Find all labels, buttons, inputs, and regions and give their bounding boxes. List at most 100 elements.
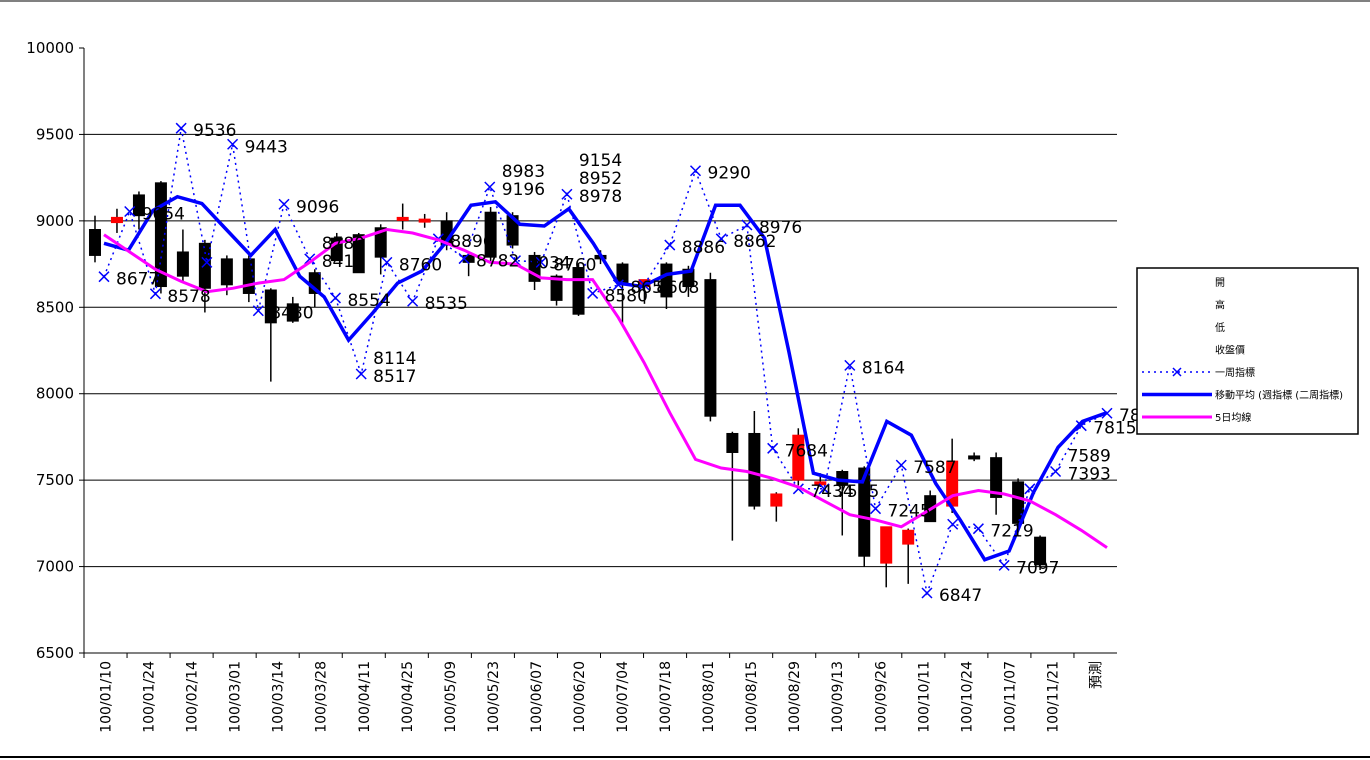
legend-label: 低 <box>1215 321 1225 334</box>
x-tick-label: 100/10/11 <box>916 661 932 733</box>
candle-body <box>330 237 343 262</box>
x-marker <box>124 205 136 218</box>
data-label: 8862 <box>733 232 776 252</box>
x-marker <box>921 587 933 599</box>
candle-body <box>132 194 145 217</box>
data-label: 8580 <box>605 286 648 306</box>
candle-body <box>902 529 915 545</box>
data-label: 8978 <box>579 187 622 207</box>
data-label: 9443 <box>245 137 288 157</box>
data-label: 9290 <box>708 164 751 184</box>
x-tick-label: 100/11/21 <box>1045 661 1061 733</box>
data-label: 7587 <box>913 458 956 478</box>
x-marker <box>278 198 290 210</box>
legend-x-marker <box>1172 367 1182 377</box>
gridlines <box>84 133 1117 568</box>
x-tick-label: 100/10/24 <box>959 661 975 733</box>
data-label: 9034 <box>527 254 570 274</box>
x-marker <box>895 459 907 471</box>
candle-body <box>286 303 299 322</box>
data-label: 7393 <box>1068 465 1111 485</box>
data-label: 7219 <box>990 522 1033 542</box>
y-tick-label: 7000 <box>36 558 74 576</box>
candle-body <box>968 455 981 460</box>
x-tick-label: 100/09/26 <box>873 661 889 733</box>
candle-body <box>374 227 387 258</box>
x-marker <box>201 256 213 268</box>
candle-body <box>682 268 695 288</box>
x-marker <box>561 188 573 200</box>
y-tick-label: 9000 <box>36 212 74 230</box>
candle-body <box>418 218 431 223</box>
data-label: 8480 <box>270 304 313 324</box>
data-label: 8896 <box>450 232 493 252</box>
data-label: 8952 <box>579 169 622 189</box>
candle-body <box>396 216 409 221</box>
y-tick-label: 8000 <box>36 385 74 403</box>
data-label: 8976 <box>759 218 802 238</box>
candle-body <box>484 211 497 258</box>
candle-body <box>748 432 761 507</box>
x-tick-label: 100/01/24 <box>142 661 158 733</box>
data-label: 8983 <box>502 162 545 182</box>
x-tick-label: 預測 <box>1088 661 1104 689</box>
candle-body <box>88 229 101 256</box>
data-label: 6847 <box>939 586 982 606</box>
x-tick-label: 100/03/01 <box>228 661 244 733</box>
x-marker <box>98 271 110 283</box>
data-label: 8657 <box>630 278 673 298</box>
x-tick-label: 100/04/25 <box>400 661 416 733</box>
data-label: 8886 <box>682 238 725 258</box>
series-line-0 <box>103 128 1108 596</box>
x-marker <box>355 368 367 380</box>
x-tick-label: 100/07/04 <box>615 661 631 733</box>
x-marker <box>587 287 599 299</box>
data-label: 8782 <box>476 252 519 272</box>
data-label: 9536 <box>193 121 236 141</box>
x-marker <box>818 483 830 495</box>
x-tick-label: 100/02/14 <box>185 661 201 733</box>
candle-body <box>792 434 805 481</box>
x-tick-label: 100/08/15 <box>744 661 760 733</box>
y-tick-label: 7500 <box>36 471 74 489</box>
legend-label: 移動平均 (週指標 (二周指標) <box>1215 389 1343 402</box>
x-tick-label: 100/08/01 <box>701 661 717 733</box>
candle-body <box>990 457 1003 498</box>
candle-body <box>1034 536 1047 566</box>
data-label: 8517 <box>373 367 416 387</box>
data-label: 8780 <box>322 234 365 254</box>
x-tick-label: 100/06/07 <box>529 661 545 733</box>
x-tick-label: 100/03/14 <box>271 661 287 733</box>
x-marker <box>844 359 856 371</box>
candle-body <box>726 432 739 453</box>
x-marker <box>715 233 727 245</box>
data-label: 9054 <box>142 205 185 225</box>
series-line-2 <box>103 227 1108 549</box>
data-label: 8535 <box>425 294 468 314</box>
x-marker <box>664 239 676 251</box>
data-label: 8578 <box>167 287 210 307</box>
x-marker <box>870 503 882 515</box>
x-marker <box>535 256 547 268</box>
candle-body <box>220 258 233 286</box>
legend-box <box>1136 267 1359 435</box>
x-marker <box>767 442 779 454</box>
data-label: 8554 <box>347 291 390 311</box>
candle-body <box>858 467 871 557</box>
candle-body <box>264 289 277 324</box>
data-label: 8677 <box>116 270 159 290</box>
data-label: 8114 <box>373 349 416 369</box>
legend-label: 收盤價 <box>1215 344 1245 357</box>
x-marker <box>381 256 393 268</box>
data-label: 7684 <box>785 441 828 461</box>
x-tick-label: 100/11/07 <box>1002 661 1018 733</box>
candle-body <box>660 263 673 298</box>
x-marker <box>175 122 187 134</box>
legend-label: 開 <box>1215 277 1225 289</box>
x-tick-label: 100/07/18 <box>658 661 674 733</box>
data-label: 8760 <box>399 255 442 275</box>
candle-body <box>154 182 167 288</box>
candle-body <box>572 267 585 315</box>
legend-label: 高 <box>1215 299 1225 312</box>
x-marker <box>458 253 470 265</box>
